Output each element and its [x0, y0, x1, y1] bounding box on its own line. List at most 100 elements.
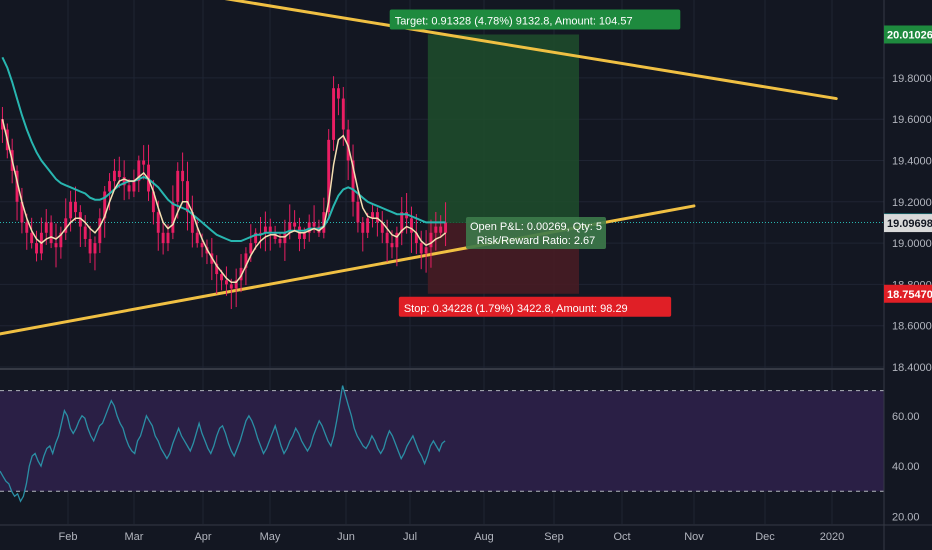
stop-label-box — [398, 296, 672, 317]
candle-body — [59, 232, 63, 248]
target-label: Target: 0.91328 (4.78%) 9132.8, Amount: … — [395, 15, 633, 27]
candle-body — [112, 170, 116, 182]
target-zone[interactable] — [427, 34, 580, 224]
position-zones[interactable] — [427, 34, 580, 294]
candle-body — [336, 88, 340, 99]
candle-body — [293, 222, 297, 227]
candle-body — [161, 232, 165, 244]
candle-body — [93, 243, 97, 254]
candle-body — [273, 232, 277, 239]
candle-body — [424, 247, 428, 254]
x-tick-label: May — [260, 531, 281, 543]
candle-body — [419, 243, 423, 254]
rsi-y-tick-label: 40.00 — [892, 461, 920, 473]
candle-body — [64, 218, 68, 233]
rsi-y-tick-label: 60.00 — [892, 411, 920, 423]
candle-body — [98, 218, 102, 244]
x-tick-label: Sep — [544, 531, 564, 543]
x-tick-label: Apr — [194, 531, 211, 543]
candle-body — [35, 243, 38, 254]
candle-body — [410, 218, 413, 233]
candle-body — [0, 119, 4, 130]
x-tick-label: Feb — [59, 531, 78, 543]
y-tick-label: 19.80000 — [892, 73, 932, 85]
y-tick-label: 19.60000 — [892, 114, 932, 126]
candle-body — [375, 212, 379, 223]
x-tick-label: Jun — [337, 531, 355, 543]
candle-body — [239, 267, 243, 281]
candle-body — [429, 232, 433, 248]
y-tick-label: 19.40000 — [892, 156, 932, 168]
candle-body — [268, 226, 272, 233]
candle-body — [78, 212, 82, 227]
candle-body — [229, 284, 233, 289]
pnl-label: Open P&L: 0.00269, Qty: 5 — [470, 221, 602, 233]
candle-body — [190, 212, 194, 233]
y-tick-label: 19.20000 — [892, 197, 932, 209]
candle-body — [88, 238, 92, 254]
position-labels: Target: 0.91328 (4.78%) 9132.8, Amount: … — [389, 9, 681, 317]
candle-body — [224, 280, 228, 285]
candle-body — [249, 243, 253, 254]
candle-body — [171, 201, 175, 233]
y-tick-label: 18.40000 — [892, 362, 932, 374]
y-tick-label: 19.00000 — [892, 238, 932, 250]
candle-body — [395, 232, 399, 248]
candle-body — [103, 191, 107, 219]
candle-body — [327, 139, 331, 213]
candle-body — [244, 253, 248, 268]
candle-body — [176, 170, 180, 202]
candle-body — [259, 232, 262, 234]
candle-body — [117, 170, 121, 178]
candle-body — [283, 232, 287, 244]
candle-body — [366, 218, 370, 233]
rsi-line — [0, 385, 446, 503]
candle-body — [49, 222, 53, 244]
candle-body — [181, 170, 185, 182]
price-tag-label-target: 20.01026 — [887, 29, 932, 41]
candle-body — [186, 181, 189, 213]
candle-body — [263, 226, 267, 233]
candle-body — [25, 222, 29, 233]
candle-body — [132, 181, 136, 192]
candle-body — [380, 222, 384, 233]
y-tick-label: 18.60000 — [892, 321, 932, 333]
candle-body — [122, 177, 126, 186]
candle-body — [142, 160, 146, 165]
candle-body — [444, 222, 448, 233]
rsi-layer — [0, 385, 884, 503]
rsi-band — [0, 390, 884, 492]
candle-body — [390, 243, 394, 248]
risk-reward-label: Risk/Reward Ratio: 2.67 — [477, 235, 596, 247]
candle-body — [254, 232, 258, 244]
candle-body — [54, 243, 58, 248]
stop-label: Stop: 0.34228 (1.79%) 3422.8, Amount: 98… — [404, 303, 628, 315]
candle-body — [356, 201, 360, 223]
candle-body — [30, 232, 34, 244]
x-tick-label: Mar — [125, 531, 144, 543]
candle-body — [44, 222, 48, 233]
candle-body — [166, 232, 170, 244]
candle-body — [20, 201, 24, 223]
price-tag-stop — [884, 284, 932, 303]
x-tick-label: Oct — [613, 531, 630, 543]
candle-body — [127, 185, 131, 192]
candle-body — [332, 88, 336, 140]
candle-body — [312, 222, 316, 227]
resistance-trendline[interactable] — [205, 0, 838, 101]
price-tag-entry — [884, 214, 932, 233]
moving-average-slow — [1, 56, 446, 242]
candle-body — [361, 222, 365, 233]
candle-body — [288, 222, 292, 233]
candle-body — [156, 212, 160, 233]
candle-body — [15, 170, 19, 202]
candle-body — [195, 232, 199, 244]
x-tick-label: Dec — [755, 531, 775, 543]
candle-body — [278, 238, 282, 244]
candle-body — [317, 226, 321, 233]
candle-body — [69, 201, 73, 219]
candle-body — [215, 263, 219, 275]
candle-body — [200, 243, 204, 248]
